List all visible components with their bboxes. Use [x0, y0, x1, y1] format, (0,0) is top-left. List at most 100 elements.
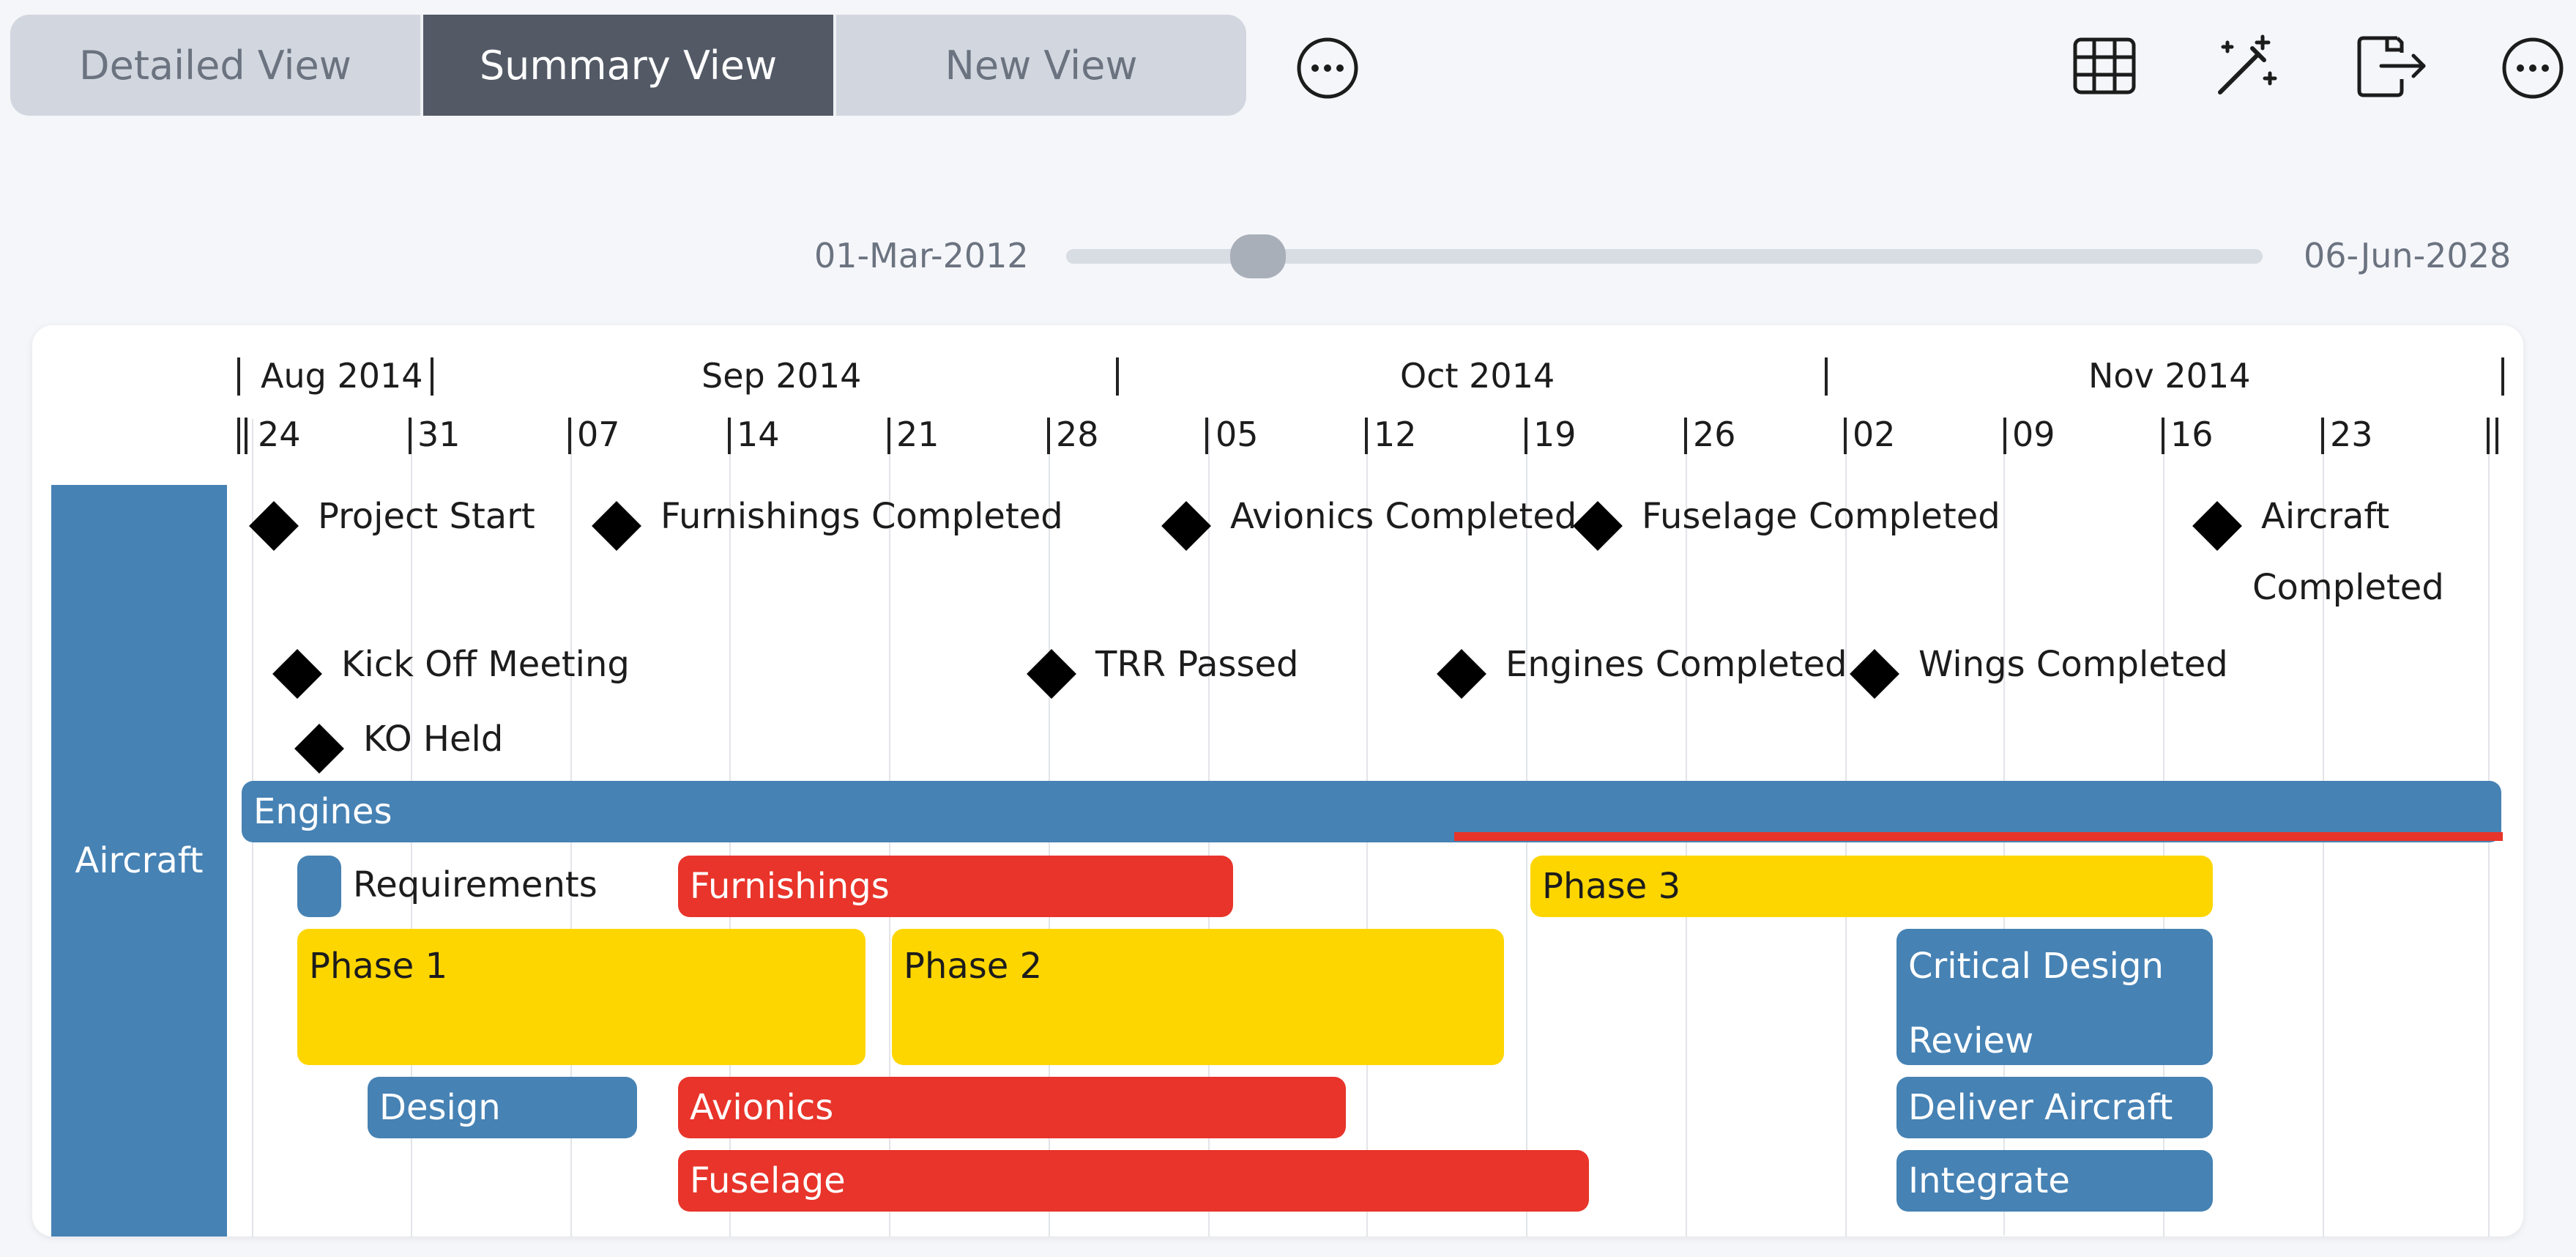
milestone-avionics-completed[interactable]: Avionics Completed — [1160, 496, 1577, 554]
task-label: Critical Design — [1908, 946, 2164, 987]
task-label: Integrate Aircraft — [1908, 1160, 2070, 1236]
week-label: 14 — [737, 415, 780, 454]
week-tick — [2495, 418, 2498, 454]
task-bar-deliver-aircraft[interactable]: Deliver Aircraft — [1896, 1077, 2213, 1138]
task-label: Deliver Aircraft — [1908, 1087, 2173, 1128]
week-tick — [1365, 418, 1368, 454]
task-label: Phase 3 — [1542, 866, 1681, 907]
task-bar-fuselage[interactable]: Fuselage — [678, 1150, 1589, 1212]
week-tick — [237, 418, 240, 454]
milestone-label: Furnishings Completed — [660, 496, 1063, 537]
milestone-diamond-icon — [294, 724, 344, 774]
week-tick — [409, 418, 412, 454]
week-tick — [887, 418, 890, 454]
range-end-label: 06-Jun-2028 — [2304, 236, 2512, 275]
tab-summary-view[interactable]: Summary View — [420, 15, 833, 116]
milestone-label: KO Held — [363, 719, 504, 760]
group-aircraft[interactable]: Aircraft — [51, 485, 227, 1236]
week-tick — [568, 418, 571, 454]
week-tick — [728, 418, 731, 454]
task-label: Avionics — [690, 1087, 834, 1128]
task-bar-design-aircraft[interactable]: Design Aircraft — [368, 1077, 637, 1190]
week-tick — [1684, 418, 1687, 454]
milestone-label: Kick Off Meeting — [341, 644, 630, 685]
task-label: Fuselage — [690, 1160, 846, 1201]
task-bar-phase-3[interactable]: Phase 3 — [1530, 856, 2213, 917]
milestone-diamond-icon — [1161, 501, 1211, 551]
task-bar-furnishings[interactable]: Furnishings — [678, 856, 1233, 917]
milestone-project-start[interactable]: Project Start — [247, 496, 535, 554]
more-icon[interactable] — [1295, 35, 1360, 101]
week-tick — [2003, 418, 2006, 454]
milestone-diamond-icon — [592, 501, 641, 551]
critical-path-line — [1454, 832, 2503, 841]
week-tick — [245, 418, 247, 454]
week-label: 28 — [1056, 415, 1099, 454]
milestone-label: Wings Completed — [1918, 644, 2228, 685]
milestone-trr-passed[interactable]: TRR Passed — [1025, 644, 1299, 702]
task-label: Requirements — [353, 864, 598, 905]
task-label: Phase 2 — [904, 946, 1043, 987]
week-label: 05 — [1216, 415, 1259, 454]
tab-new-view[interactable]: New View — [833, 15, 1246, 116]
grid-icon[interactable] — [2072, 37, 2137, 95]
week-label: 23 — [2330, 415, 2373, 454]
task-label: Design Aircraft — [379, 1087, 508, 1190]
month-label: Aug 2014 — [261, 356, 423, 396]
milestone-wings-completed[interactable]: Wings Completed — [1848, 644, 2228, 702]
tab-detailed-view[interactable]: Detailed View — [10, 15, 420, 116]
week-label: 31 — [417, 415, 461, 454]
magic-wand-icon[interactable] — [2213, 32, 2280, 100]
milestone-diamond-icon — [1437, 649, 1486, 699]
task-bar-integrate-aircraft[interactable]: Integrate Aircraft — [1896, 1150, 2213, 1236]
range-slider-track[interactable] — [1066, 249, 2263, 264]
task-label: Phase 1 — [309, 946, 448, 987]
export-icon[interactable] — [2355, 32, 2428, 100]
milestone-label: TRR Passed — [1095, 644, 1299, 685]
week-tick — [2162, 418, 2164, 454]
task-bar-requirements[interactable] — [297, 856, 341, 917]
week-label: 02 — [1853, 415, 1896, 454]
milestone-engines-completed[interactable]: Engines Completed — [1435, 644, 1847, 702]
month-separator — [1825, 357, 1828, 396]
month-separator — [237, 357, 240, 396]
week-tick — [1844, 418, 1847, 454]
month-separator — [2501, 357, 2504, 396]
milestone-label: Avionics Completed — [1230, 496, 1577, 537]
week-label: 21 — [896, 415, 939, 454]
week-label: 19 — [1533, 415, 1577, 454]
milestone-diamond-icon — [249, 501, 299, 551]
month-label: Oct 2014 — [1400, 356, 1555, 396]
milestone-fuselage-completed[interactable]: Fuselage Completed — [1571, 496, 2000, 554]
milestone-diamond-icon — [272, 649, 322, 699]
milestone-label: Engines Completed — [1505, 644, 1847, 685]
milestone-label: Completed — [2252, 567, 2444, 608]
milestone-aircraft-completed[interactable]: Aircraft — [2191, 496, 2389, 554]
week-label: 24 — [258, 415, 301, 454]
task-bar-critical-design-review[interactable]: Critical Design Review — [1896, 929, 2213, 1065]
week-tick — [1047, 418, 1050, 454]
week-label: 12 — [1374, 415, 1417, 454]
task-label: Review — [1908, 1020, 2034, 1061]
milestone-kick-off-meeting[interactable]: Kick Off Meeting — [271, 644, 630, 702]
week-label: 26 — [1693, 415, 1736, 454]
month-separator — [1116, 357, 1119, 396]
milestone-label: Fuselage Completed — [1642, 496, 2000, 537]
task-label: Furnishings — [690, 866, 890, 907]
milestone-label: Aircraft — [2261, 496, 2390, 537]
range-slider-thumb[interactable] — [1230, 234, 1286, 278]
week-tick — [1525, 418, 1527, 454]
week-label: 16 — [2170, 415, 2214, 454]
more-icon[interactable] — [2500, 35, 2566, 101]
milestone-ko-held[interactable]: KO Held — [293, 719, 503, 776]
week-tick — [1205, 418, 1208, 454]
range-start-label: 01-Mar-2012 — [814, 236, 1029, 275]
task-bar-phase-2[interactable]: Phase 2 — [892, 929, 1504, 1065]
month-label: Nov 2014 — [2088, 356, 2251, 396]
task-label: Engines — [253, 791, 392, 832]
milestone-furnishings-completed[interactable]: Furnishings Completed — [590, 496, 1063, 554]
task-bar-phase-1[interactable]: Phase 1 — [297, 929, 866, 1065]
task-bar-avionics[interactable]: Avionics — [678, 1077, 1346, 1138]
milestone-diamond-icon — [1573, 501, 1623, 551]
week-tick — [2321, 418, 2324, 454]
